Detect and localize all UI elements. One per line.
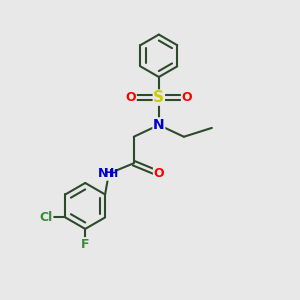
Text: S: S bbox=[153, 90, 164, 105]
Text: Cl: Cl bbox=[40, 211, 53, 224]
Text: O: O bbox=[154, 167, 164, 180]
Text: N: N bbox=[98, 167, 109, 180]
Text: H: H bbox=[110, 169, 119, 178]
Text: F: F bbox=[81, 238, 89, 251]
Text: O: O bbox=[125, 91, 136, 104]
Text: H: H bbox=[103, 167, 114, 180]
Text: O: O bbox=[182, 91, 192, 104]
Text: N: N bbox=[153, 118, 165, 132]
